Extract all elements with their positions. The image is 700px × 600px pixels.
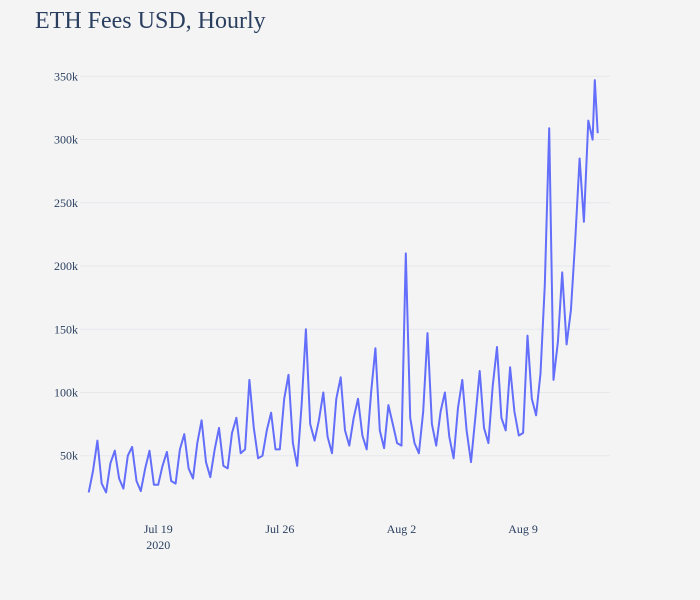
x-tick-year-label: 2020 — [146, 538, 170, 552]
y-tick-label: 150k — [54, 322, 78, 336]
y-tick-label: 350k — [54, 69, 78, 83]
fees-series-line — [87, 79, 599, 494]
x-tick-label: Jul 19 — [144, 522, 173, 536]
x-tick-label: Jul 26 — [265, 522, 294, 536]
chart-title: ETH Fees USD, Hourly — [35, 8, 266, 34]
series-layer — [87, 79, 599, 494]
y-tick-label: 50k — [60, 449, 78, 463]
y-tick-label: 300k — [54, 133, 78, 147]
x-tick-label: Aug 2 — [387, 522, 417, 536]
y-axis: 50k 100k 150k 200k 250k 300k 350k — [54, 69, 78, 462]
x-tick-label: Aug 9 — [508, 522, 538, 536]
grid-lines — [80, 75, 610, 457]
y-tick-label: 200k — [54, 259, 78, 273]
y-tick-label: 100k — [54, 386, 78, 400]
x-axis: Jul 19 2020 Jul 26 Aug 2 Aug 9 — [144, 522, 538, 552]
y-tick-label: 250k — [54, 196, 78, 210]
